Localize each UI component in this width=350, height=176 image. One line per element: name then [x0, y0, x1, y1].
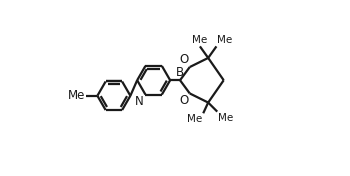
Text: Me: Me — [218, 113, 233, 123]
Text: O: O — [180, 94, 189, 107]
Text: N: N — [135, 96, 144, 108]
Text: Me: Me — [192, 35, 208, 45]
Text: Me: Me — [68, 89, 85, 102]
Text: O: O — [180, 53, 189, 66]
Text: Me: Me — [187, 114, 202, 124]
Text: Me: Me — [217, 35, 233, 45]
Text: B: B — [176, 66, 184, 79]
